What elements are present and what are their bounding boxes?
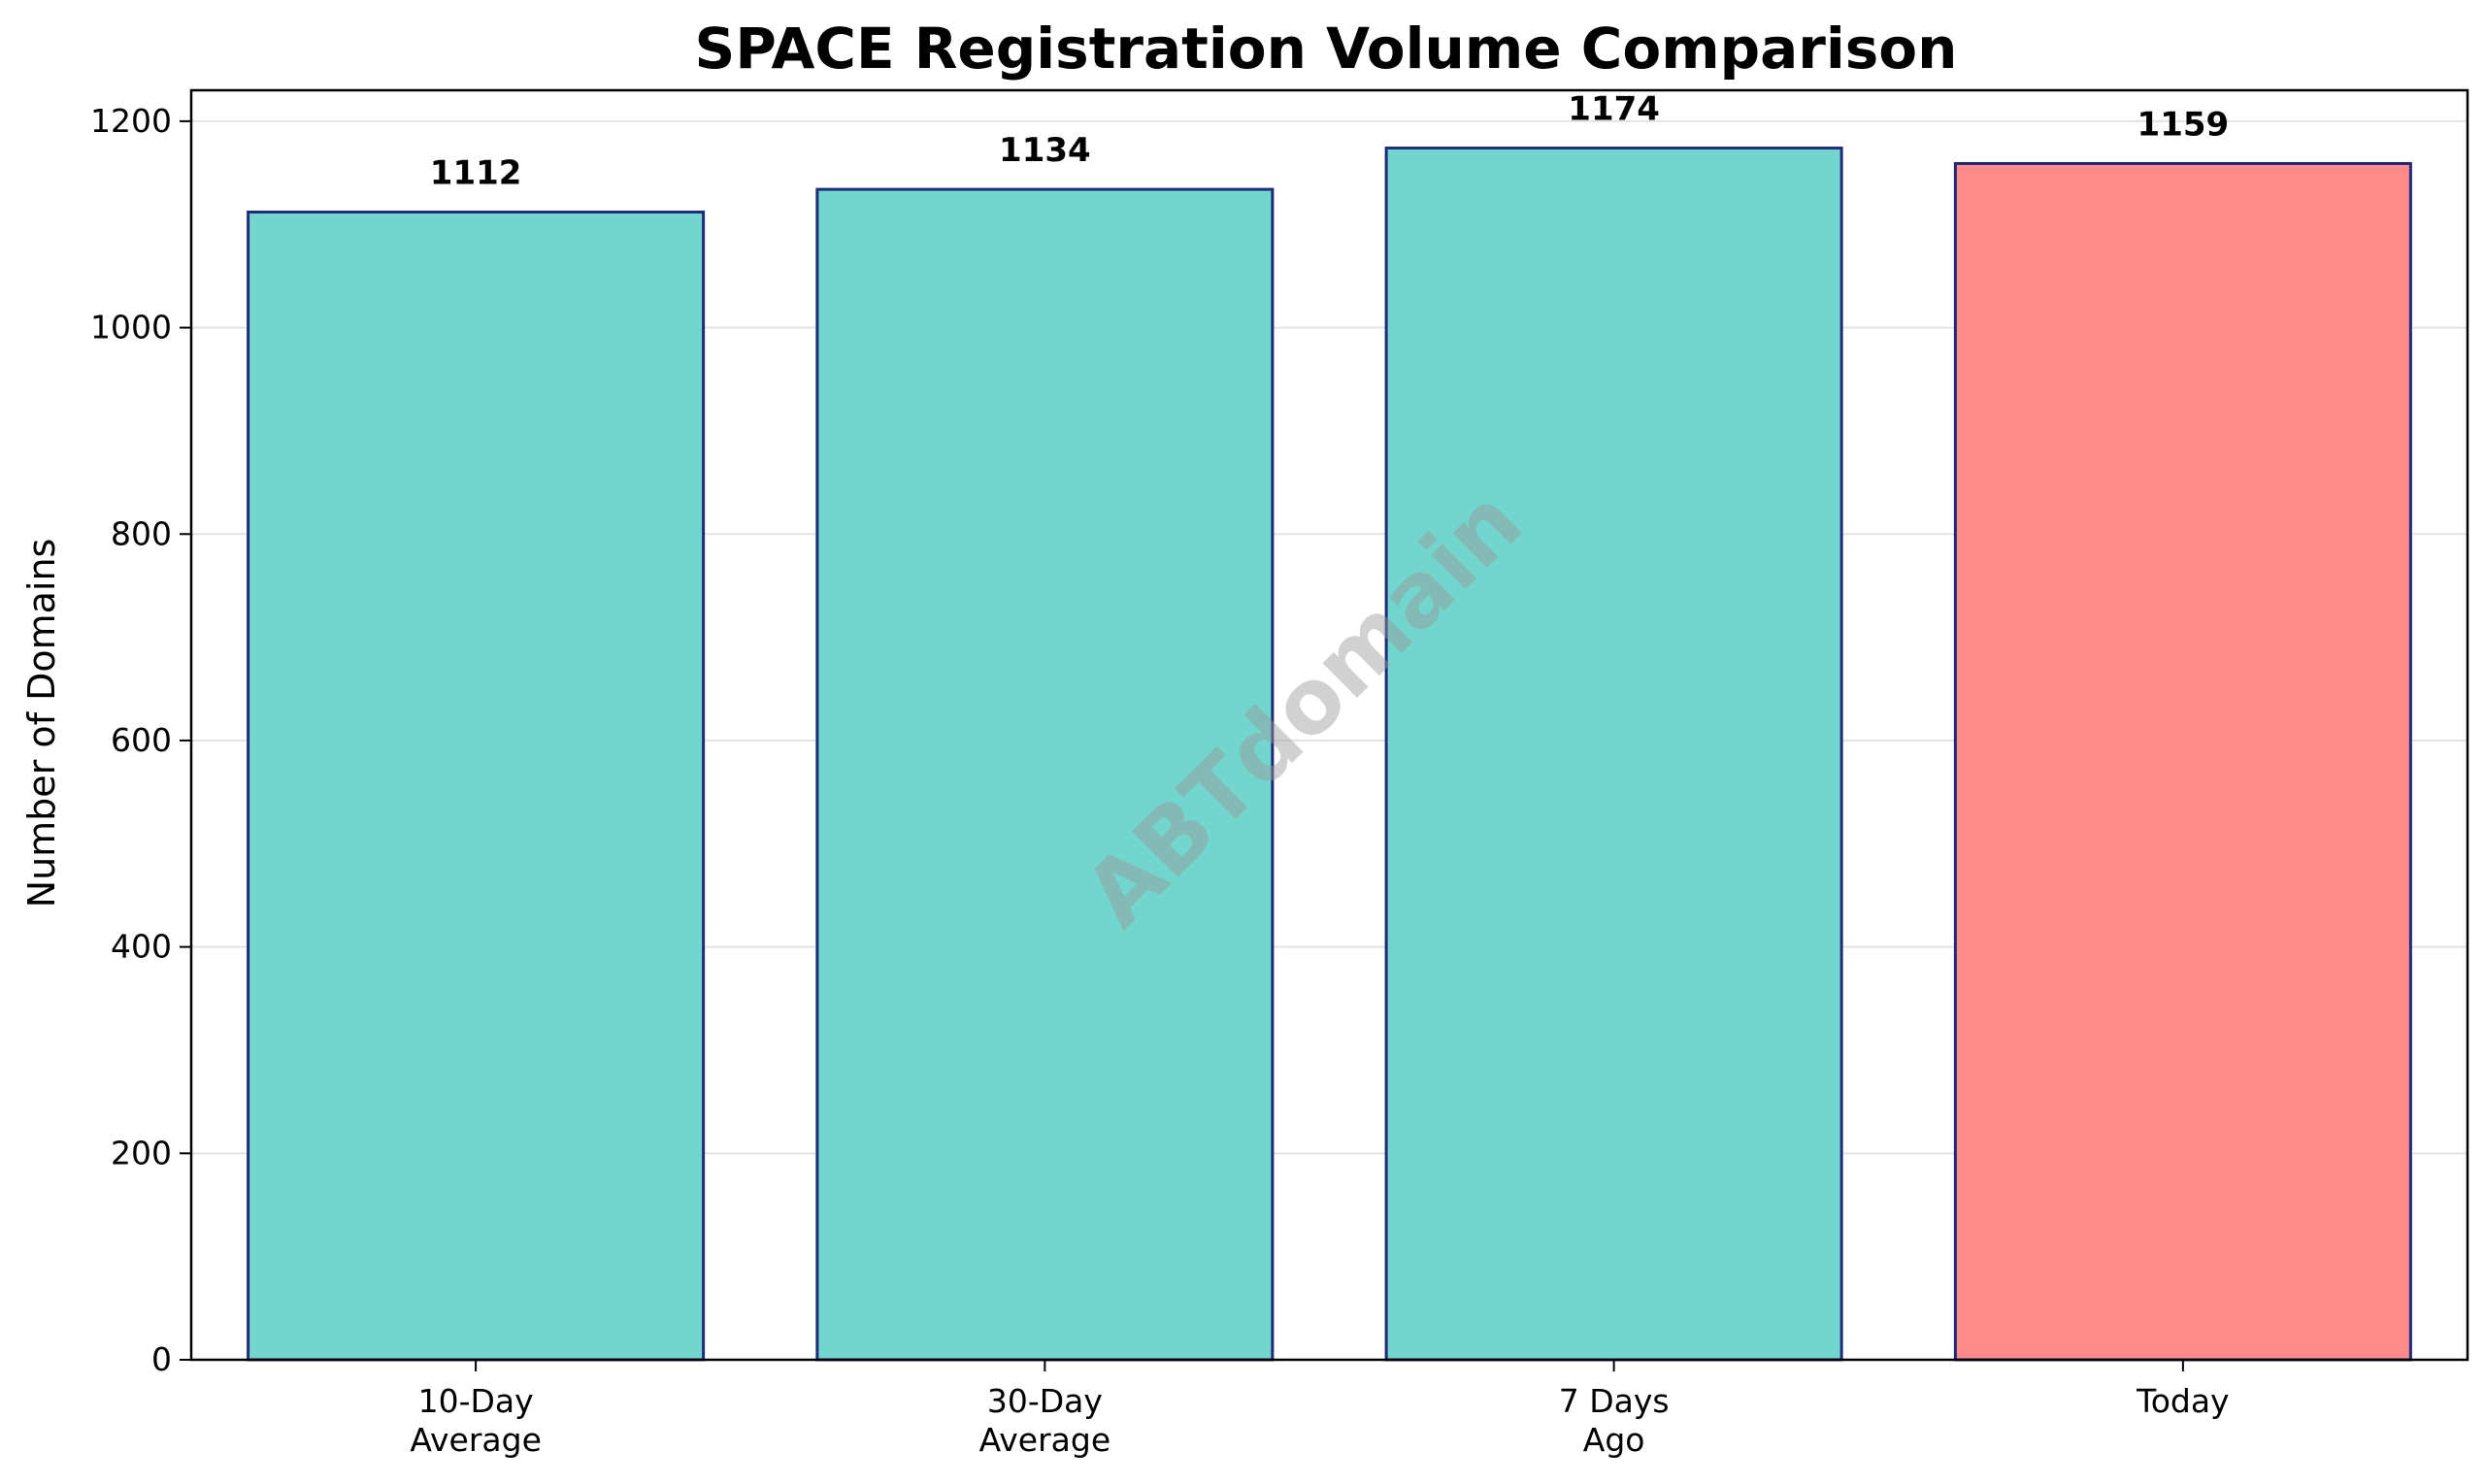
x-tick-label: Today [2136, 1382, 2229, 1420]
bar [1384, 147, 1843, 1362]
y-tick-label: 1000 [90, 309, 172, 346]
y-tick-label: 200 [111, 1134, 172, 1171]
y-tick-label: 1200 [90, 102, 172, 140]
y-tick-label: 0 [151, 1340, 172, 1378]
x-tick-label-line: 30-Day [987, 1382, 1103, 1420]
bar [1953, 162, 2412, 1362]
plot-frame [189, 88, 2469, 1362]
x-tick-label-line: Average [979, 1421, 1111, 1459]
x-tick-label: 10-Day Average [410, 1382, 542, 1459]
chart-title: SPACE Registration Volume Comparison [695, 16, 1958, 82]
y-axis-label: Number of Domains [20, 539, 63, 908]
bar-value-label: 1134 [999, 131, 1091, 170]
y-tick-label: 800 [111, 514, 172, 552]
bar-value-label: 1112 [430, 153, 522, 192]
x-tick-label: 7 Days Ago [1559, 1382, 1670, 1459]
bar-value-label: 1174 [1568, 90, 1660, 129]
data-labels: 1112 1134 1174 1159 [430, 90, 2229, 193]
bar [815, 187, 1275, 1362]
bar-value-label: 1159 [2137, 106, 2230, 145]
x-tick-label-line: 10-Day [418, 1382, 534, 1420]
y-tick-label: 400 [111, 928, 172, 966]
x-tick-label-line: 7 Days [1559, 1382, 1670, 1420]
x-tick-label: 30-Day Average [979, 1382, 1111, 1459]
x-tick-label-line: Average [410, 1421, 542, 1459]
x-tick-label-line: Today [2136, 1382, 2229, 1420]
y-axis-ticks: 0 200 400 600 800 1000 1200 [90, 102, 191, 1378]
bar [247, 210, 706, 1362]
x-tick-label-line: Ago [1583, 1421, 1645, 1459]
y-tick-label: 600 [111, 721, 172, 759]
